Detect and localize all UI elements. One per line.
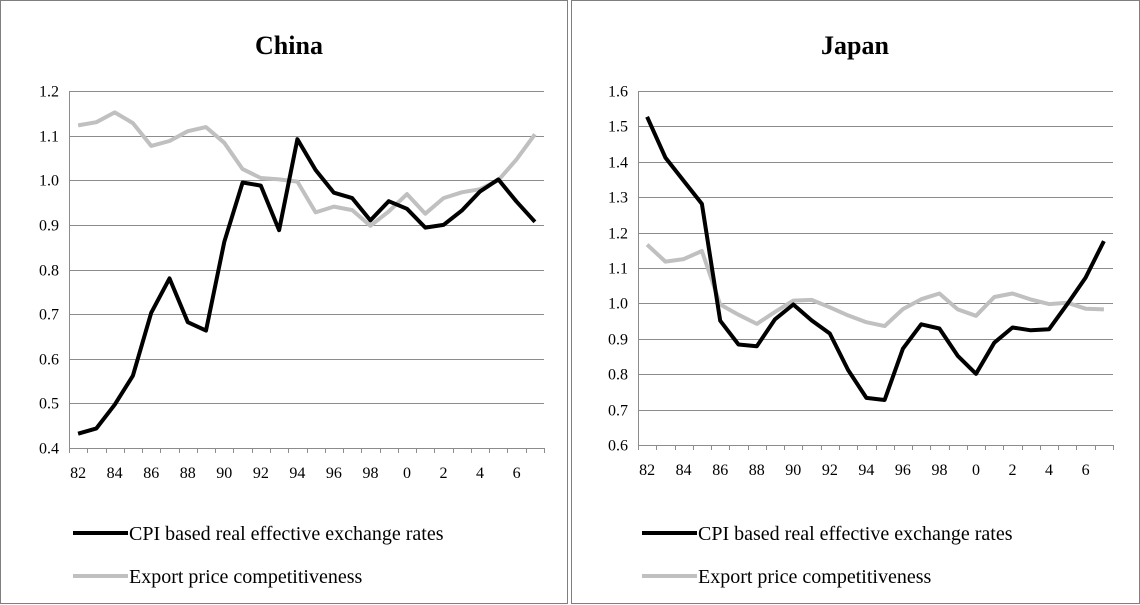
japan-x-tick-label: 84 bbox=[676, 462, 692, 479]
china-x-tick-label: 90 bbox=[216, 465, 232, 482]
japan-y-tick-label: 0.8 bbox=[608, 367, 628, 384]
japan-y-tick-label: 0.9 bbox=[608, 332, 628, 349]
china-y-tick-label: 1.0 bbox=[39, 173, 59, 190]
china-x-tick-label: 4 bbox=[476, 465, 484, 482]
china-y-tick-label: 0.5 bbox=[39, 396, 59, 413]
japan-x-tick-label: 86 bbox=[712, 462, 728, 479]
china-export-price-competitiveness-series-line bbox=[78, 112, 535, 225]
china-cpi-reer-series-line bbox=[78, 139, 535, 434]
china-y-tick-label: 1.2 bbox=[39, 84, 59, 101]
japan-x-tick-label: 0 bbox=[972, 462, 980, 479]
japan-x-tick-label: 88 bbox=[749, 462, 765, 479]
china-x-tick-label: 86 bbox=[143, 465, 159, 482]
japan-x-tick-label: 2 bbox=[1009, 462, 1017, 479]
china-x-tick-label: 82 bbox=[70, 465, 86, 482]
china-x-tick-label: 88 bbox=[180, 465, 196, 482]
china-x-tick-label: 0 bbox=[403, 465, 411, 482]
china-chart: China 0.4 0.5 0.6 0.7 0.8 0.9 1.0 1.1 1.2 82 84 86 88… bbox=[1, 1, 569, 605]
japan-chart-title: Japan bbox=[821, 31, 889, 60]
japan-y-tick-label: 1.3 bbox=[608, 190, 628, 207]
japan-x-tick-label: 82 bbox=[639, 462, 655, 479]
japan-y-tick-label: 1.1 bbox=[608, 261, 628, 278]
japan-x-tick-label: 96 bbox=[895, 462, 911, 479]
japan-x-tick-label: 92 bbox=[822, 462, 838, 479]
china-y-tick-label: 0.6 bbox=[39, 352, 59, 369]
japan-x-tick-label: 98 bbox=[931, 462, 947, 479]
japan-legend-label-cpi-reer: CPI based real effective exchange rates bbox=[698, 523, 1013, 545]
china-x-tick-label: 98 bbox=[362, 465, 378, 482]
china-y-tick-label: 0.8 bbox=[39, 263, 59, 280]
japan-x-tick-label: 4 bbox=[1045, 462, 1053, 479]
china-x-tick-label: 94 bbox=[289, 465, 305, 482]
japan-legend-label-export-price-competitiveness: Export price competitiveness bbox=[698, 566, 931, 588]
japan-y-tick-label: 1.4 bbox=[608, 155, 628, 172]
japan-chart: Japan 0.6 0.7 0.8 0.9 1.0 1.1 1.2 1.3 1.4 1.5 1.6 82… bbox=[572, 1, 1140, 605]
china-y-tick-label: 0.7 bbox=[39, 307, 59, 324]
japan-x-tick-label: 94 bbox=[858, 462, 874, 479]
china-x-tick-label: 92 bbox=[253, 465, 269, 482]
china-y-tick-label: 0.9 bbox=[39, 218, 59, 235]
japan-y-tick-label: 0.7 bbox=[608, 403, 628, 420]
japan-x-tick-label: 6 bbox=[1082, 462, 1090, 479]
china-y-tick-label: 1.1 bbox=[39, 129, 59, 146]
china-legend-label-export-price-competitiveness: Export price competitiveness bbox=[129, 566, 362, 588]
china-x-tick-label: 2 bbox=[440, 465, 448, 482]
japan-chart-panel: Japan 0.6 0.7 0.8 0.9 1.0 1.1 1.2 1.3 1.4 1.5 1.6 82… bbox=[571, 0, 1140, 604]
japan-y-tick-label: 1.0 bbox=[608, 296, 628, 313]
china-x-tick-label: 6 bbox=[513, 465, 521, 482]
china-legend-label-cpi-reer: CPI based real effective exchange rates bbox=[129, 523, 444, 545]
china-x-tick-label: 84 bbox=[107, 465, 123, 482]
japan-y-tick-label: 1.6 bbox=[608, 84, 628, 101]
japan-y-tick-label: 0.6 bbox=[608, 438, 628, 455]
japan-x-tick-label: 90 bbox=[785, 462, 801, 479]
japan-y-tick-label: 1.2 bbox=[608, 226, 628, 243]
china-x-tick-label: 96 bbox=[326, 465, 342, 482]
japan-cpi-reer-series-line bbox=[647, 117, 1104, 400]
japan-y-tick-label: 1.5 bbox=[608, 119, 628, 136]
china-y-tick-label: 0.4 bbox=[39, 441, 59, 458]
china-chart-panel: China 0.4 0.5 0.6 0.7 0.8 0.9 1.0 1.1 1.2 82 84 86 88… bbox=[0, 0, 568, 604]
china-chart-title: China bbox=[255, 31, 323, 60]
